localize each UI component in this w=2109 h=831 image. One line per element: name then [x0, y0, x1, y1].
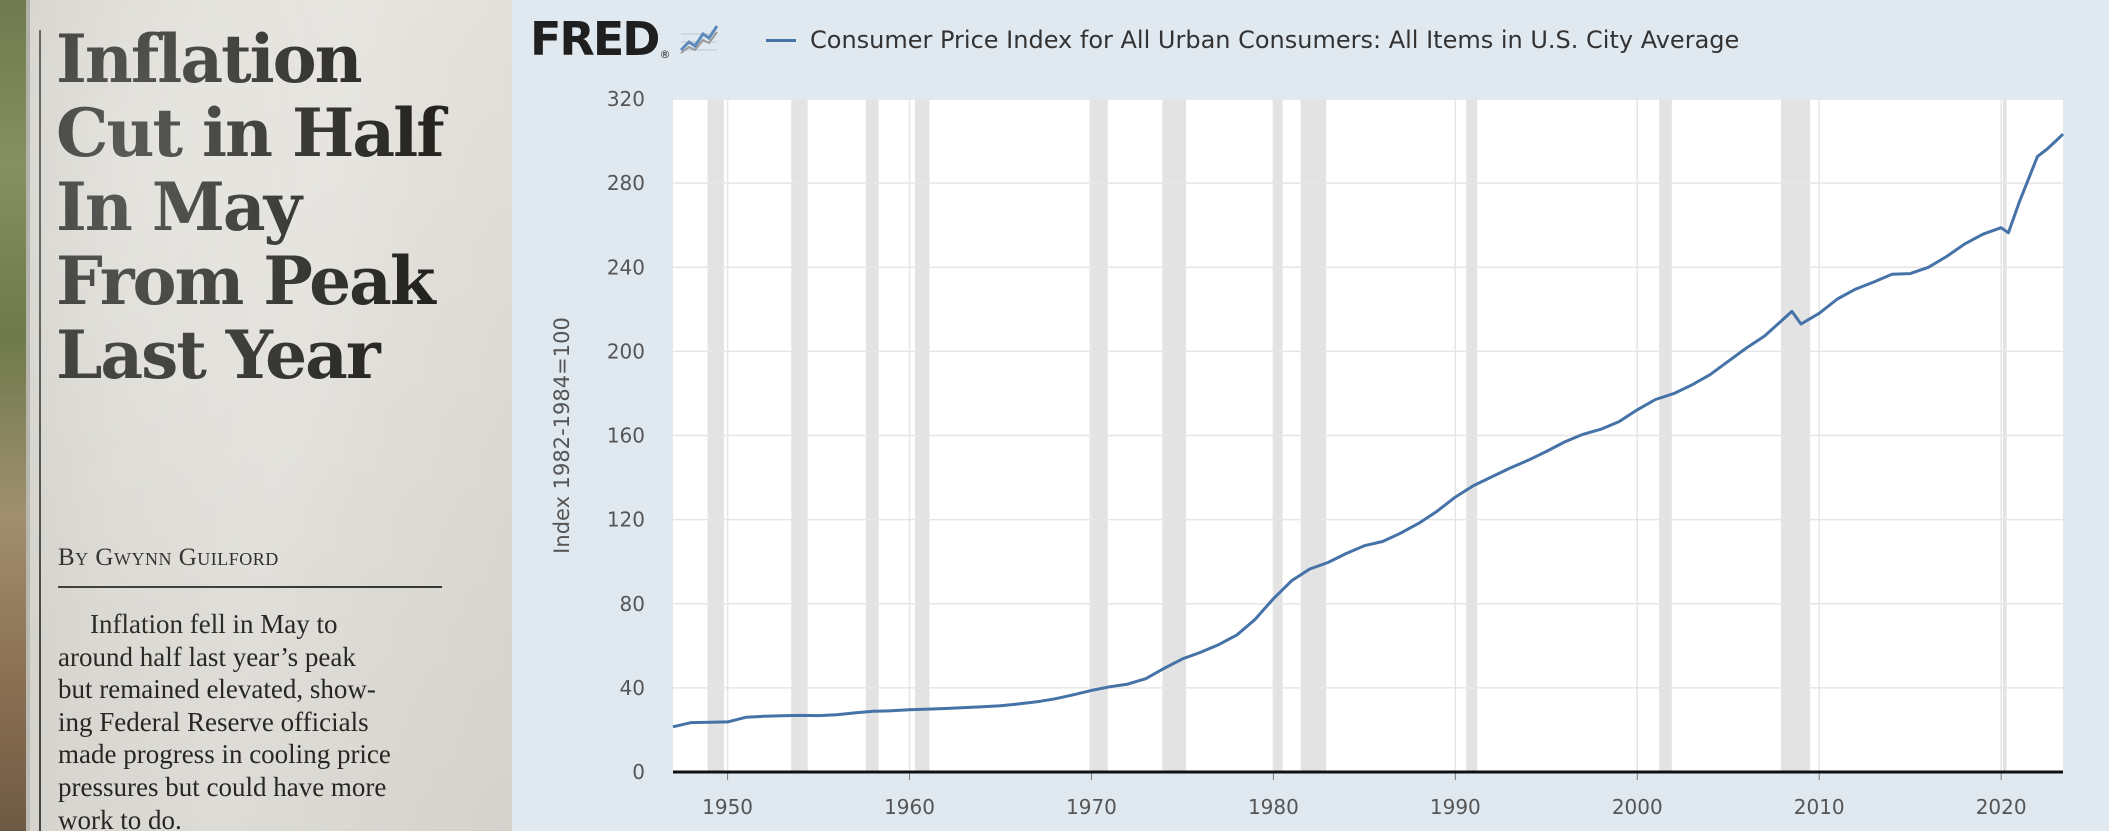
gridlines [673, 98, 2063, 772]
newspaper-clipping: Inflation Cut in Half In May From Peak L… [0, 0, 512, 831]
chart-legend: Consumer Price Index for All Urban Consu… [766, 26, 1739, 54]
series-line [672, 133, 2065, 729]
headline-line: Last Year [56, 316, 381, 394]
column-rule [39, 30, 41, 831]
body-line: made progress in cooling price [58, 739, 391, 770]
y-tick-label: 200 [607, 339, 645, 363]
body-line: Inflation fell in May to [90, 609, 338, 639]
headline-line: Cut in Half [56, 94, 445, 172]
paper-edge [26, 0, 30, 831]
y-tick-label: 280 [607, 171, 645, 195]
y-tick-label: 320 [607, 87, 645, 111]
headline-line: Inflation [56, 20, 363, 98]
x-tick-label: 1980 [1248, 795, 1299, 819]
y-tick-label: 0 [632, 760, 645, 784]
x-tick-label: 1950 [702, 795, 753, 819]
trend-graph-icon [676, 20, 721, 56]
fred-logo-text: FRED [530, 12, 660, 66]
legend-label: Consumer Price Index for All Urban Consu… [810, 26, 1740, 54]
body-line: around half last year’s peak [58, 641, 356, 672]
body-line: but remained elevated, show- [58, 674, 376, 705]
x-tick-label: 1960 [884, 795, 935, 819]
x-tick-label: 2000 [1612, 795, 1663, 819]
background-foliage [0, 0, 26, 831]
y-axis-title: Index 1982-1984=100 [550, 317, 574, 554]
x-tick-label: 1990 [1430, 795, 1481, 819]
fred-logo[interactable]: FRED® [530, 12, 721, 66]
headline-line: From Peak [56, 242, 436, 320]
x-tick-label: 2010 [1794, 795, 1845, 819]
y-tick-label: 160 [607, 424, 645, 448]
body-line: work to do. [58, 804, 182, 831]
y-tick-label: 240 [607, 255, 645, 279]
x-tick-label: 2020 [1976, 795, 2027, 819]
body-line: ing Federal Reserve officials [58, 706, 369, 737]
y-tick-label: 80 [620, 592, 645, 616]
byline-divider [58, 586, 442, 588]
article-body: Inflation fell in May to around half las… [58, 608, 444, 831]
x-tick-label: 1970 [1066, 795, 1117, 819]
fred-chart-panel: 0 40 80 120 160 200 240 280 320 1950 1960 1970 1980 1… [512, 0, 2109, 831]
cpi-line-chart: 0 40 80 120 160 200 240 280 320 1950 1960 1970 1980 1… [550, 87, 2065, 819]
body-line: pressures but could have more [58, 771, 387, 802]
article-byline: By Gwynn Guilford [58, 544, 279, 571]
series-layer [672, 133, 2065, 729]
axes: 0 40 80 120 160 200 240 280 320 1950 1960 1970 1980 1… [550, 87, 2063, 819]
headline-line: In May [56, 168, 302, 246]
y-tick-label: 120 [607, 508, 645, 532]
y-tick-label: 40 [620, 676, 645, 700]
registered-mark: ® [659, 48, 671, 61]
article-headline: Inflation Cut in Half In May From Peak L… [56, 22, 496, 392]
legend-swatch [766, 38, 796, 42]
